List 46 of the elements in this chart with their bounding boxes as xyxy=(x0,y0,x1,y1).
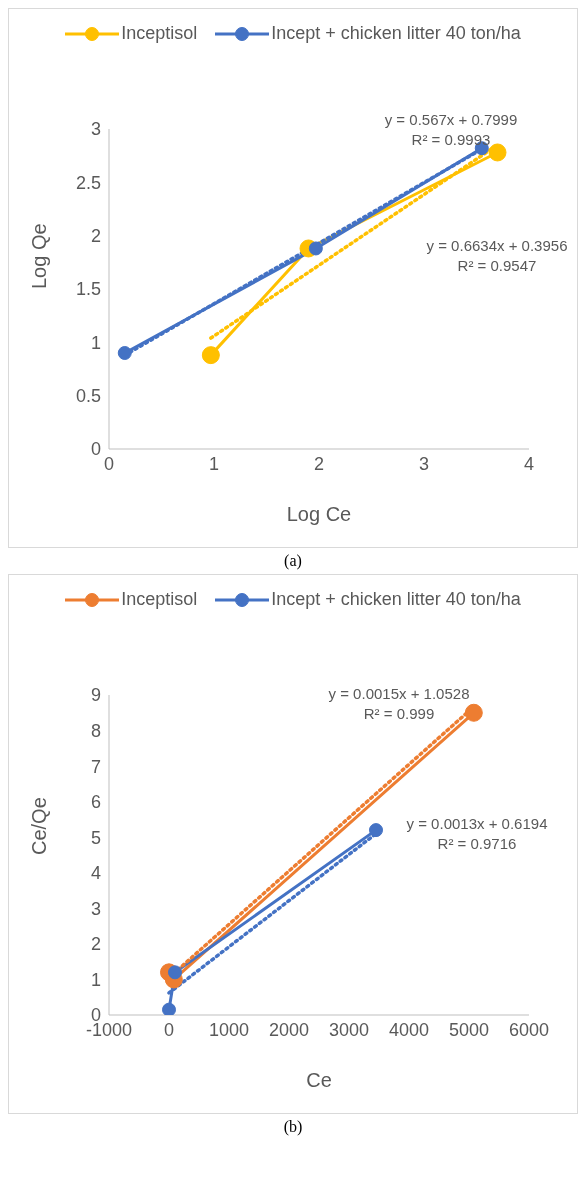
annotation: y = 0.0013x + 0.6194 xyxy=(406,815,548,832)
x-tick-label: 3000 xyxy=(328,1019,370,1040)
y-tick-label: 2 xyxy=(90,226,101,247)
annotation: R² = 0.9993 xyxy=(411,131,491,148)
y-tick-label: 9 xyxy=(90,685,101,706)
x-tick-label: 6000 xyxy=(508,1019,550,1040)
x-tick-label: 0 xyxy=(103,453,115,474)
y-tick-label: 4 xyxy=(90,863,101,884)
y-tick-label: 3 xyxy=(90,898,101,919)
y-tick-label: 0.5 xyxy=(75,386,101,407)
y-tick-label: 7 xyxy=(90,756,101,777)
annotation: R² = 0.9716 xyxy=(437,835,517,852)
text: (a) xyxy=(283,552,303,570)
annotation: R² = 0.999 xyxy=(363,705,435,722)
y-tick-label: 1 xyxy=(90,969,101,990)
annotation: R² = 0.9547 xyxy=(457,257,537,274)
legend-label: Incept + chicken litter 40 ton/ha xyxy=(271,589,521,610)
annotation: y = 0.6634x + 0.3956 xyxy=(426,237,568,254)
legend-label: Incept + chicken litter 40 ton/ha xyxy=(271,23,521,44)
y-tick-label: 8 xyxy=(90,720,101,741)
x-tick-label: 4 xyxy=(523,453,535,474)
y-tick-label: 1 xyxy=(90,332,101,353)
y-tick-label: 6 xyxy=(90,792,101,813)
y-tick-label: 2.5 xyxy=(75,172,101,193)
text: (b) xyxy=(282,1118,304,1136)
y-axis-title: Ce/Qe xyxy=(28,797,51,855)
legend-label: Inceptisol xyxy=(121,589,198,610)
x-tick-label: 4000 xyxy=(388,1019,430,1040)
x-tick-label: 2000 xyxy=(268,1019,310,1040)
x-tick-label: 2 xyxy=(313,453,325,474)
x-axis-title: Ce xyxy=(306,1069,332,1091)
x-tick-label: 3 xyxy=(418,453,430,474)
x-tick-label: 1000 xyxy=(208,1019,250,1040)
text: y = 0.567x + 0.7999 xyxy=(384,111,518,128)
y-axis-title: Log Qe xyxy=(28,223,51,289)
y-tick-label: 2 xyxy=(90,934,101,955)
x-tick-label: 0 xyxy=(163,1019,175,1040)
x-tick-label: 1 xyxy=(208,453,220,474)
legend-label: Inceptisol xyxy=(121,23,198,44)
x-tick-label: 5000 xyxy=(448,1019,490,1040)
y-tick-label: 1.5 xyxy=(75,279,101,300)
y-tick-label: 5 xyxy=(90,827,101,848)
y-tick-label: 0 xyxy=(90,439,101,460)
annotation: y = 0.0015x + 1.0528 xyxy=(328,685,470,702)
y-tick-label: 3 xyxy=(90,119,101,140)
x-axis-title: Log Ce xyxy=(286,503,352,525)
